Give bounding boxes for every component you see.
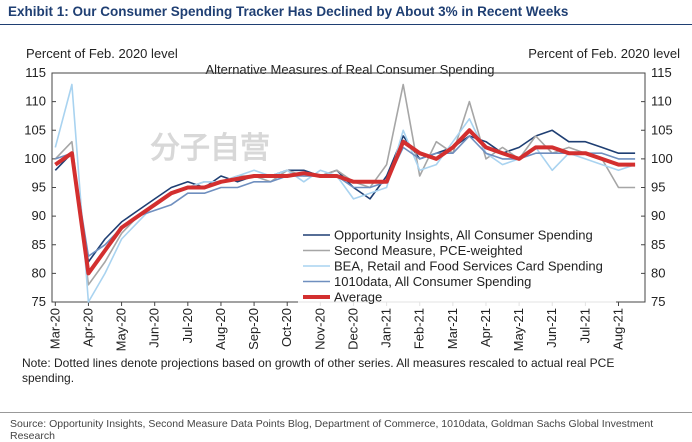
x-tick-label: Feb-21 (412, 308, 427, 349)
x-tick-label: Jul-21 (577, 308, 592, 343)
y-tick-label: 80 (32, 265, 46, 280)
y-axis-label: Percent of Feb. 2020 level (26, 46, 178, 61)
x-tick-label: Jun-20 (147, 308, 162, 348)
x-tick-label: Sep-20 (246, 308, 261, 350)
y2-axis-label: Percent of Feb. 2020 level (528, 46, 680, 61)
y-tick-label: 85 (32, 237, 46, 252)
note: Note: Dotted lines denote projections ba… (22, 356, 615, 385)
y2-tick-label: 110 (651, 94, 672, 109)
y2-tick-label: 75 (651, 294, 665, 309)
watermark: 分子自营 (150, 132, 270, 165)
x-tick-label: Nov-20 (312, 308, 327, 350)
x-tick-label: Aug-20 (213, 308, 228, 350)
source-rule (0, 412, 692, 413)
source: Source: Opportunity Insights, Second Mea… (10, 418, 654, 442)
chart: Percent of Feb. 2020 level Percent of Fe… (24, 46, 680, 351)
y-tick-label: 90 (32, 208, 46, 223)
y2-tick-label: 80 (651, 265, 665, 280)
x-tick-label: Mar-20 (47, 308, 62, 349)
x-tick-label: Apr-20 (80, 308, 95, 347)
x-tick-label: Jul-20 (180, 308, 195, 343)
y2-tick-label: 115 (651, 65, 672, 80)
y-tick-label: 95 (32, 180, 46, 195)
y2-tick-label: 90 (651, 208, 665, 223)
title-rule (0, 24, 692, 25)
legend-label: Second Measure, PCE-weighted (334, 243, 523, 258)
y2-tick-label: 105 (651, 122, 673, 137)
x-tick-label: Jan-21 (379, 308, 394, 348)
legend-label: 1010data, All Consumer Spending (334, 274, 531, 289)
chart-title: Exhibit 1: Our Consumer Spending Tracker… (8, 4, 569, 19)
y2-tick-label: 95 (651, 180, 665, 195)
y-tick-label: 105 (24, 122, 46, 137)
y-tick-label: 115 (25, 65, 46, 80)
y2-tick-label: 100 (651, 151, 673, 166)
legend-label: BEA, Retail and Food Services Card Spend… (334, 259, 603, 274)
x-tick-label: May-21 (511, 308, 526, 351)
y2-tick-label: 85 (651, 237, 665, 252)
legend-label: Average (334, 290, 382, 305)
x-tick-label: May-20 (114, 308, 129, 351)
legend-box (298, 226, 616, 306)
chart-subtitle: Alternative Measures of Real Consumer Sp… (205, 62, 494, 77)
series-line (55, 135, 636, 257)
y-tick-label: 100 (24, 151, 46, 166)
x-tick-label: Apr-21 (478, 308, 493, 347)
x-tick-label: Mar-21 (445, 308, 460, 349)
y-tick-label: 75 (32, 294, 46, 309)
series-line (54, 128, 636, 276)
x-tick-label: Dec-20 (345, 308, 360, 350)
legend: Opportunity Insights, All Consumer Spend… (298, 226, 616, 306)
legend-label: Opportunity Insights, All Consumer Spend… (334, 228, 593, 243)
x-tick-label: Oct-20 (279, 308, 294, 347)
x-tick-label: Jun-21 (544, 308, 559, 348)
y-tick-label: 110 (25, 94, 46, 109)
x-tick-label: Aug-21 (610, 308, 625, 350)
